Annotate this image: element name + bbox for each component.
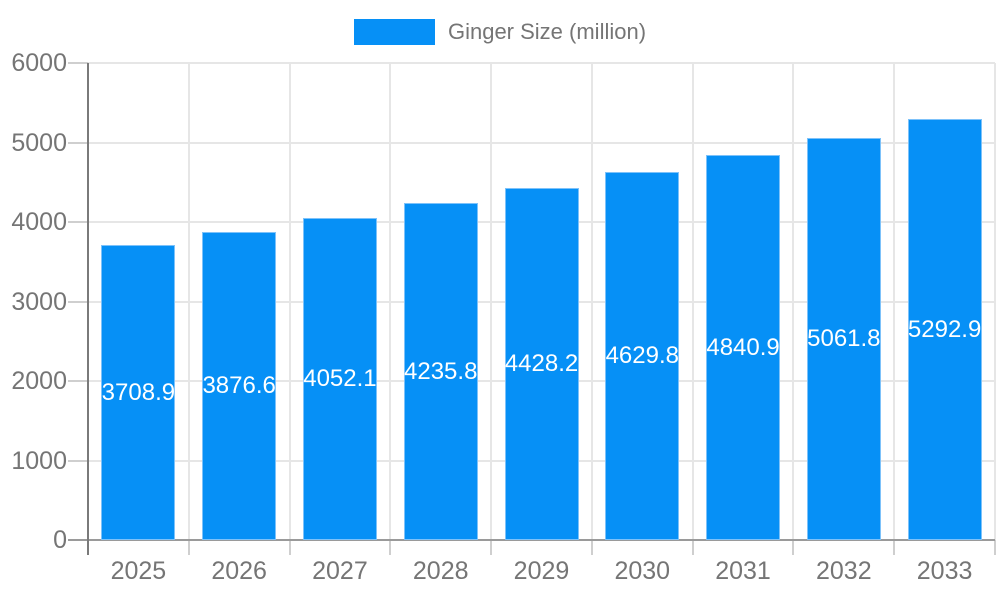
legend: Ginger Size (million) xyxy=(0,19,1000,45)
gridline-vertical xyxy=(590,63,593,540)
gridline-vertical xyxy=(389,63,392,540)
legend-item-ginger-size[interactable]: Ginger Size (million) xyxy=(353,19,647,45)
y-axis-line xyxy=(87,63,89,555)
gridline-horizontal xyxy=(88,141,995,144)
gridline-vertical xyxy=(994,63,996,540)
y-axis-tick xyxy=(68,221,88,223)
legend-label: Ginger Size (million) xyxy=(447,19,647,44)
x-axis-tick-label: 2032 xyxy=(816,557,872,585)
y-axis-tick-label: 1000 xyxy=(11,446,67,475)
x-axis-tick-label: 2025 xyxy=(110,557,167,585)
bar-2027: 4052.1 xyxy=(302,217,377,540)
y-axis-tick xyxy=(68,459,88,462)
gridline-vertical xyxy=(691,63,694,540)
bar-2032: 5061.8 xyxy=(806,137,881,540)
y-axis-tick-label: 6000 xyxy=(11,49,67,77)
bar-value-label: 4235.8 xyxy=(404,357,478,385)
x-axis-tick-label: 2031 xyxy=(715,557,771,585)
bar-2031: 4840.9 xyxy=(706,155,781,540)
bar-value-label: 4629.8 xyxy=(605,341,679,369)
gridline-vertical xyxy=(792,63,795,540)
x-axis-tick-label: 2027 xyxy=(312,557,368,585)
x-axis-tick xyxy=(389,540,392,555)
x-axis-tick xyxy=(590,540,593,555)
gridline-vertical xyxy=(893,63,896,540)
y-axis-tick-label: 4000 xyxy=(11,208,67,236)
bar-2030: 4629.8 xyxy=(605,171,680,540)
bar-value-label: 4840.9 xyxy=(706,333,780,361)
x-axis-tick xyxy=(893,540,896,555)
gridline-horizontal xyxy=(88,62,995,64)
y-axis-tick-label: 3000 xyxy=(11,287,67,316)
x-axis-tick xyxy=(187,540,190,555)
bar-2025: 3708.9 xyxy=(101,245,176,540)
bar-value-label: 4052.1 xyxy=(303,364,377,392)
x-axis-tick xyxy=(691,540,694,555)
gridline-vertical xyxy=(288,63,291,540)
y-axis-tick-label: 0 xyxy=(53,526,67,554)
bar-value-label: 5292.9 xyxy=(907,315,982,343)
legend-swatch-icon xyxy=(353,19,435,45)
bar-value-label: 4428.2 xyxy=(504,349,579,377)
x-axis-tick-label: 2033 xyxy=(916,557,973,585)
gridline-vertical xyxy=(187,63,190,540)
bar-value-label: 3708.9 xyxy=(101,378,176,406)
bar-value-label: 5061.8 xyxy=(807,324,881,352)
x-axis-tick xyxy=(490,540,493,555)
bar-2026: 3876.6 xyxy=(202,231,277,540)
bar-value-label: 3876.6 xyxy=(202,371,276,399)
x-axis-tick xyxy=(994,540,996,555)
y-axis-tick xyxy=(68,141,88,144)
bar-2028: 4235.8 xyxy=(403,203,478,540)
bar-2029: 4428.2 xyxy=(504,187,579,540)
y-axis-tick-label: 2000 xyxy=(11,367,67,395)
x-axis-tick xyxy=(792,540,795,555)
x-axis-tick-label: 2026 xyxy=(211,557,267,585)
x-axis-tick-label: 2028 xyxy=(412,557,469,585)
x-axis-line xyxy=(68,539,995,541)
x-axis-tick xyxy=(288,540,291,555)
y-axis-tick-label: 5000 xyxy=(11,128,67,157)
x-axis-tick-label: 2029 xyxy=(513,557,570,585)
y-axis-tick xyxy=(68,62,88,64)
y-axis-tick xyxy=(68,300,88,303)
x-axis-tick-label: 2030 xyxy=(614,557,671,585)
bar-2033: 5292.9 xyxy=(907,119,982,540)
y-axis-tick xyxy=(68,380,88,382)
gridline-vertical xyxy=(490,63,493,540)
